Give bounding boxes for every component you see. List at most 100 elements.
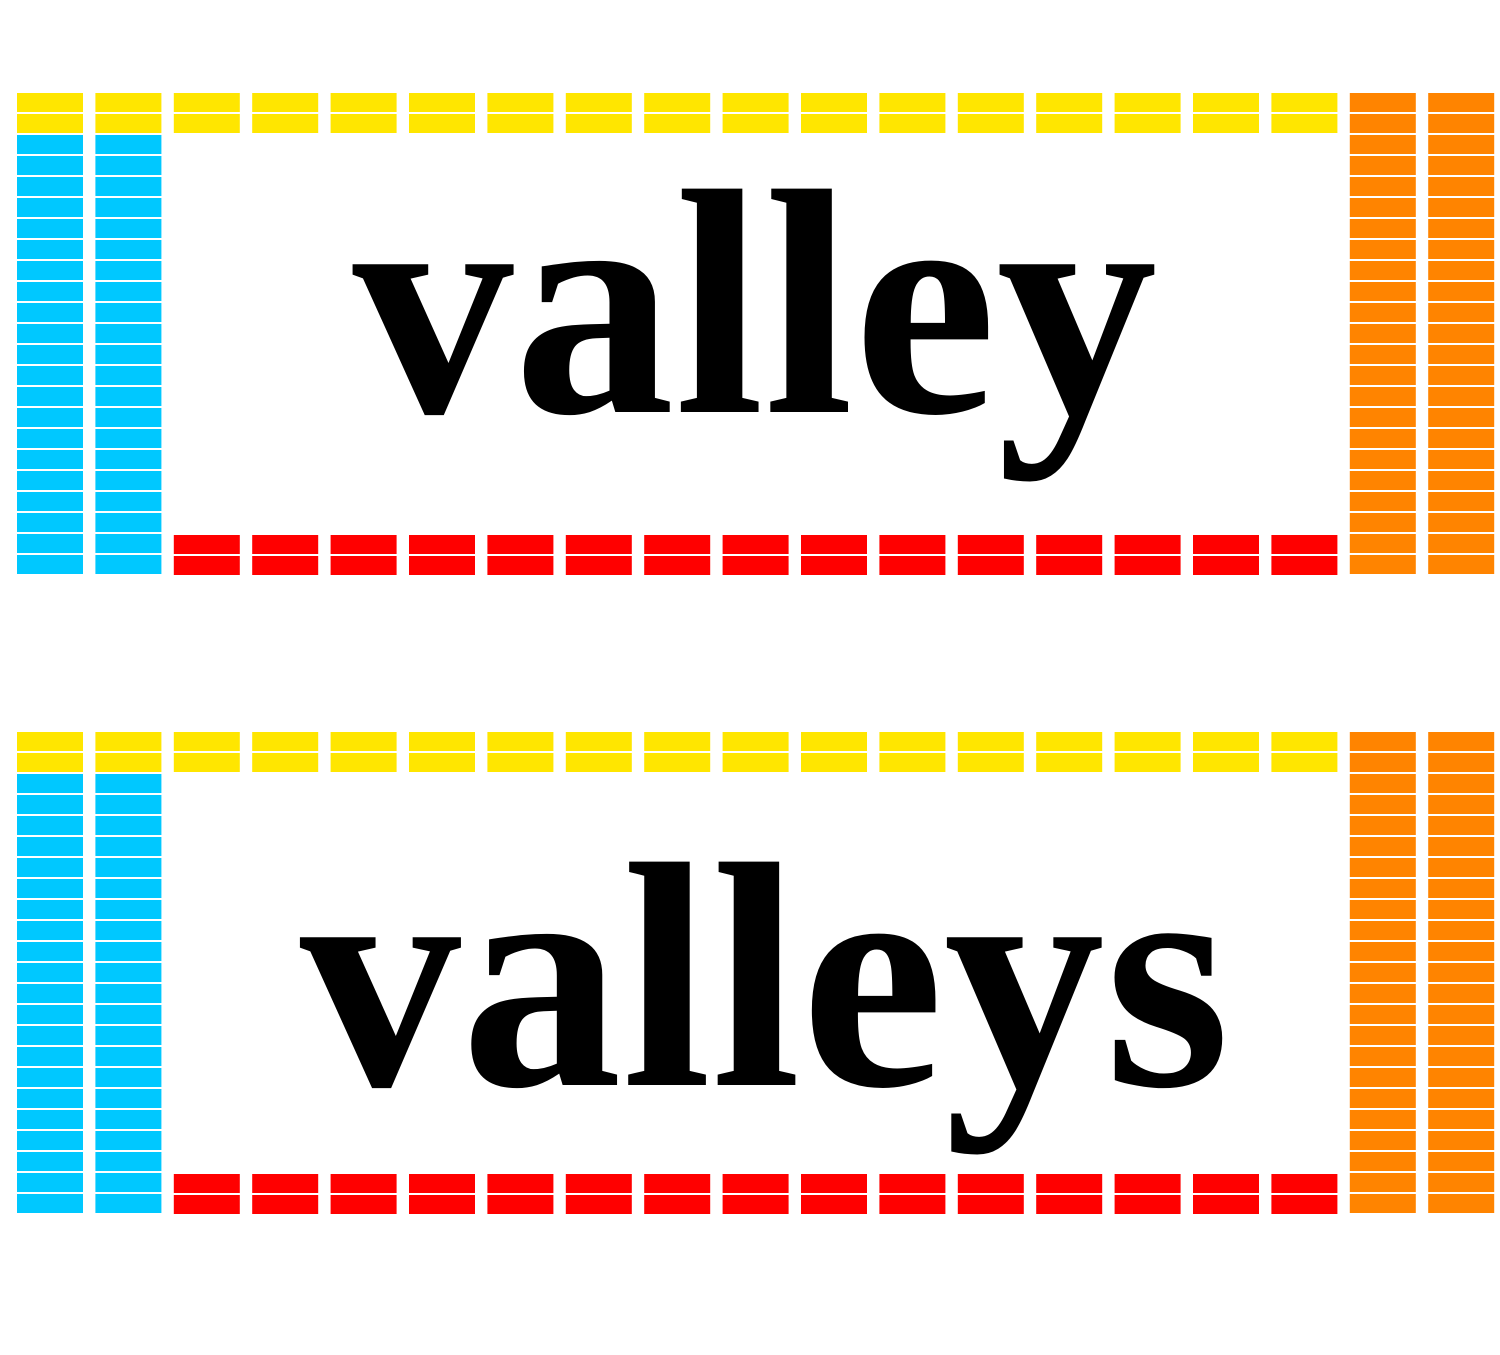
border-tile [1349,942,1416,961]
border-tile [409,556,475,575]
border-tile [95,513,162,532]
border-tile [95,219,162,238]
border-tile [409,732,475,751]
border-tile [17,900,83,919]
border-tile [330,1195,397,1214]
border-tile [17,450,83,469]
border-tile [95,555,162,574]
border-tile [565,732,632,751]
border-tile [565,114,632,133]
border-tile [17,816,83,835]
border-tile [95,879,162,898]
border-tile [17,1152,83,1171]
border-tile [1349,492,1416,511]
border-tile [722,753,789,772]
border-tile [1428,114,1495,133]
border-tile [1428,555,1495,574]
border-tile [879,93,946,112]
border-tile [1271,93,1338,112]
border-tile [330,753,397,772]
border-tile [1036,753,1103,772]
border-tile [1349,471,1416,490]
border-tile [330,1174,397,1193]
border-tile [1428,198,1495,217]
border-tile [1349,177,1416,196]
border-tile [1428,879,1495,898]
border-tile [1428,261,1495,280]
border-tile [1349,303,1416,322]
border-tile [1428,1110,1495,1129]
border-tile [173,535,240,554]
border-tile [95,1068,162,1087]
border-tile [1428,429,1495,448]
border-tile [1271,1174,1338,1193]
border-tile [17,261,83,280]
border-tile [1036,114,1103,133]
border-tile [17,135,83,154]
border-tile [1349,795,1416,814]
border-tile [1428,324,1495,343]
border-tile [1428,774,1495,793]
border-tile [17,1026,83,1045]
border-tile [1428,534,1495,553]
border-tile [330,93,397,112]
border-tile [1349,345,1416,364]
border-tile [1349,1173,1416,1192]
border-tile [95,942,162,961]
border-tile [17,366,83,385]
border-tile [487,753,554,772]
border-tile [487,535,554,554]
border-tile [1114,1174,1181,1193]
border-tile [722,1195,789,1214]
border-tile [565,753,632,772]
border-tile [1349,858,1416,877]
border-tile [1349,261,1416,280]
border-tile [95,114,162,133]
border-tile [801,732,867,751]
border-tile [879,753,946,772]
border-tile [95,1110,162,1129]
card-word: valley [353,125,1158,482]
border-tile [1271,732,1338,751]
border-tile [17,219,83,238]
border-tile [17,408,83,427]
border-tile [1428,492,1495,511]
border-tile [1349,1047,1416,1066]
border-tile [17,753,83,772]
border-tile [644,732,711,751]
border-tile [1428,177,1495,196]
border-tile [17,345,83,364]
border-tile [1428,345,1495,364]
border-tile [17,177,83,196]
border-tile [801,556,867,575]
border-tile [1428,1152,1495,1171]
border-tile [173,1195,240,1214]
border-tile [95,198,162,217]
border-tile [95,408,162,427]
border-tile [1036,1174,1103,1193]
border-tile [17,1068,83,1087]
border-tile [1428,816,1495,835]
border-tile [487,1174,554,1193]
border-tile [1428,1194,1495,1213]
border-tile [95,471,162,490]
border-tile [17,1194,83,1213]
border-tile [17,1131,83,1150]
border-tile [801,1195,867,1214]
border-tile [644,753,711,772]
border-tile [95,1026,162,1045]
border-tile [1114,732,1181,751]
border-tile [17,492,83,511]
border-tile [1349,900,1416,919]
card-word: valleys [300,798,1230,1155]
border-tile [1428,135,1495,154]
border-tile [1349,324,1416,343]
border-tile [95,135,162,154]
border-tile [1349,1131,1416,1150]
border-tile [1349,387,1416,406]
border-tile [801,535,867,554]
border-tile [1349,555,1416,574]
border-tile [95,429,162,448]
border-tile [879,114,946,133]
